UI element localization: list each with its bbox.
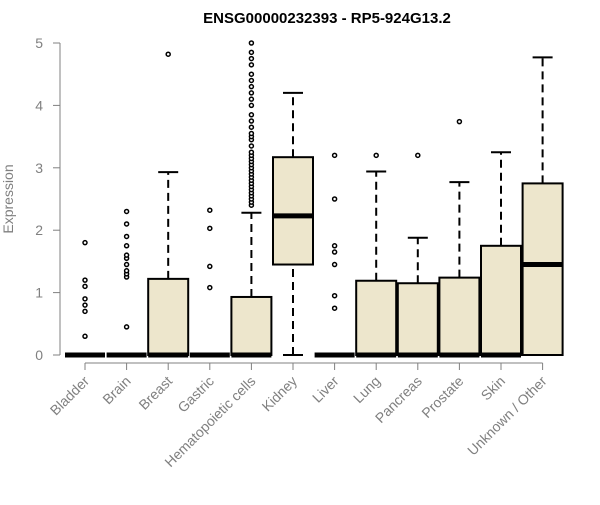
outlier-point [82,302,88,308]
outlier-point [248,49,255,56]
box-iqr [272,156,314,266]
x-tick-label: Liver [309,373,342,406]
outlier-point [248,83,255,90]
y-tick-label: 3 [35,160,43,176]
y-axis-label: Expression [0,164,16,233]
outlier-point [207,263,213,270]
outlier-point [207,284,213,291]
outlier-point [123,261,130,268]
outlier-point [248,130,255,137]
outlier-point [331,305,338,311]
outlier-point [82,283,88,290]
outlier-point [248,96,255,102]
outlier-point [207,207,213,213]
box-group [230,40,273,358]
box-iqr [521,182,564,356]
outlier-point [373,152,379,159]
box-group [355,152,398,358]
box-group [480,151,522,358]
outlier-point [82,277,88,283]
outlier-point [123,233,130,240]
outlier-point [123,208,130,215]
outlier-point [123,268,130,274]
box-group [147,51,190,358]
y-tick-label: 2 [35,222,43,238]
outlier-point [123,324,130,330]
chart-title: ENSG00000232393 - RP5-924G13.2 [203,10,451,27]
outlier-point [248,77,255,84]
outlier-point [123,252,130,258]
outlier-point [165,51,171,57]
outlier-point [123,243,130,249]
x-tick-label: Lung [350,373,383,406]
box-group [189,207,230,358]
x-tick-label: Skin [478,373,509,404]
box-group [272,91,314,356]
outlier-point [207,225,213,232]
y-tick-label: 1 [35,285,43,301]
box-iqr [480,244,522,356]
outlier-point [248,62,255,68]
box-group [438,118,481,358]
box-group [106,208,147,358]
box-group [521,56,564,356]
outlier-point [248,55,255,62]
outlier-point [123,221,130,227]
outlier-point [248,143,255,149]
x-tick-label: Unknown / Other [464,373,550,459]
box-iqr [355,279,398,356]
outlier-point [331,243,338,249]
outlier-point [248,71,255,77]
outlier-point [248,118,255,124]
outlier-point [331,261,338,268]
box-group [65,239,105,358]
outlier-point [415,152,421,159]
x-tick-label: Breast [135,373,175,413]
box-iqr [396,282,439,356]
box-iqr [230,295,273,356]
x-tick-label: Kidney [259,373,301,415]
outlier-point [331,152,338,159]
outlier-point [456,118,463,125]
outlier-point [82,308,88,315]
outlier-point [248,112,255,118]
outlier-point [331,249,338,255]
box-iqr [438,276,481,356]
x-tick-label: Bladder [47,373,93,419]
outlier-point [248,40,255,46]
outlier-point [82,333,88,340]
box-group [314,152,355,358]
box-series [65,40,564,358]
x-tick-label: Brain [99,373,133,407]
outlier-point [248,102,255,109]
box-iqr [147,277,190,357]
outlier-point [248,124,255,130]
outlier-point [248,90,255,96]
y-axis: 0 1 2 3 4 5 [35,35,61,363]
outlier-point [248,149,255,155]
outlier-point [82,239,88,246]
y-tick-label: 5 [35,35,43,51]
outlier-point [82,296,88,302]
outlier-point [331,292,338,299]
x-tick-label: Prostate [418,373,466,421]
y-tick-label: 4 [35,97,43,113]
box-group [396,152,439,358]
outlier-point [331,196,338,202]
y-tick-label: 0 [35,347,43,363]
